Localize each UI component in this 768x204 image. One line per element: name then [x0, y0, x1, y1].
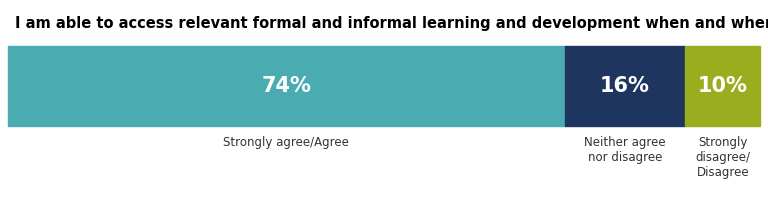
Text: 10%: 10% — [698, 76, 747, 96]
Bar — [685, 46, 760, 126]
Text: Neither agree
nor disagree: Neither agree nor disagree — [584, 136, 666, 164]
Text: 74%: 74% — [261, 76, 311, 96]
Bar — [8, 46, 564, 126]
Bar — [564, 46, 685, 126]
Text: Strongly agree/Agree: Strongly agree/Agree — [223, 136, 349, 149]
Text: I am able to access relevant formal and informal learning and development when a: I am able to access relevant formal and … — [15, 16, 768, 31]
Text: Strongly
disagree/
Disagree: Strongly disagree/ Disagree — [695, 136, 750, 179]
Text: 16%: 16% — [600, 76, 650, 96]
